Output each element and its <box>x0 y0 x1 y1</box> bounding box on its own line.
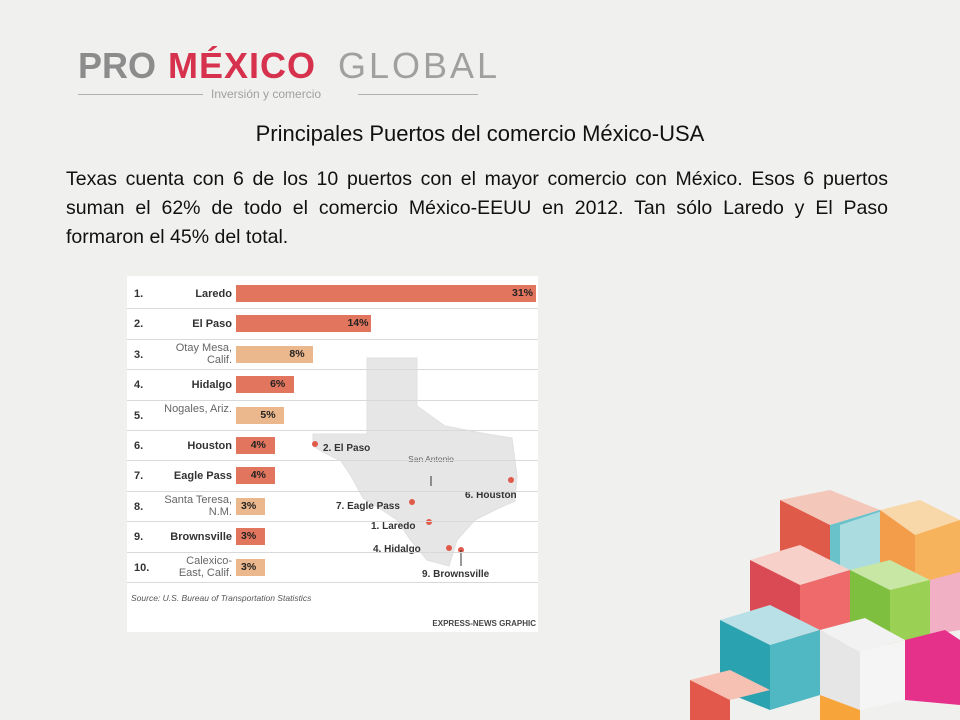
port-bar <box>236 528 266 546</box>
row-divider <box>127 369 538 371</box>
port-name: Otay Mesa, Calif. <box>175 341 232 366</box>
port-value-label: 3% <box>241 560 257 573</box>
texas-shape <box>312 357 518 567</box>
row-divider <box>127 460 538 462</box>
row-divider <box>127 399 538 401</box>
port-rank: 10. <box>134 561 150 574</box>
port-value-label: 8% <box>289 347 305 360</box>
logo-tagline: Inversión y comercio <box>211 87 322 101</box>
row-divider <box>127 430 538 431</box>
port-name: Hidalgo <box>191 379 232 392</box>
port-bar <box>236 467 275 485</box>
ports-infographic: 2. El Paso San Antonio 6. Houston 7. Eag… <box>127 276 538 632</box>
port-value-label: 4% <box>250 469 266 482</box>
port-name: Eagle Pass <box>173 470 232 483</box>
map-label-hidalgo: 4. Hidalgo <box>373 544 421 555</box>
row-divider <box>127 551 538 553</box>
port-name: Santa Teresa, N.M. <box>164 493 232 518</box>
port-rank: 2. <box>134 318 144 331</box>
houston-marker <box>508 477 514 483</box>
port-name: Brownsville <box>170 531 232 544</box>
port-rank: 5. <box>134 409 144 422</box>
port-name: Calexico-East, Calif. <box>178 554 232 579</box>
chart-credit: EXPRESS-NEWS GRAPHIC <box>432 619 536 628</box>
map-label-san-antonio: San Antonio <box>408 454 454 464</box>
port-bar <box>236 376 295 394</box>
logo-word-mexico: MÉXICO <box>168 45 317 86</box>
texas-map: 2. El Paso San Antonio 6. Houston 7. Eag… <box>312 357 518 580</box>
port-bar <box>236 558 266 576</box>
map-label-houston: 6. Houston <box>465 490 517 501</box>
port-bar <box>236 345 314 363</box>
row-divider <box>127 308 538 310</box>
port-bar <box>236 285 536 302</box>
port-rank: 9. <box>134 531 144 544</box>
port-rank: 1. <box>134 288 144 300</box>
el-paso-marker <box>312 441 318 447</box>
row-divider <box>127 490 538 492</box>
port-rank: 6. <box>134 440 144 452</box>
logo-word-pro: PRO <box>78 45 157 86</box>
slide-description: Texas cuenta con 6 de los 10 puertos con… <box>66 168 888 248</box>
port-value-label: 3% <box>241 499 257 512</box>
eagle-pass-marker <box>409 499 415 505</box>
row-divider <box>127 521 538 523</box>
port-value-label: 3% <box>241 530 257 543</box>
port-bar <box>236 497 266 515</box>
hidalgo-marker <box>446 545 452 551</box>
promexico-logo: PRO MÉXICO GLOBAL Inversión y comercio <box>78 42 497 102</box>
port-name: El Paso <box>192 318 232 331</box>
containers-decoration <box>690 490 960 720</box>
port-rank: 3. <box>134 348 144 361</box>
port-bar <box>236 406 285 424</box>
port-rank: 7. <box>134 470 144 483</box>
chart-source: Source: U.S. Bureau of Transportation St… <box>131 593 312 603</box>
row-divider <box>127 582 538 583</box>
logo-divider-right <box>358 94 478 95</box>
map-label-laredo: 1. Laredo <box>371 521 415 532</box>
logo-divider-left <box>78 94 203 95</box>
port-bar <box>236 315 372 333</box>
port-value-label: 5% <box>260 408 276 421</box>
port-rank: 4. <box>134 379 144 392</box>
port-rank: 8. <box>134 500 144 513</box>
port-name: Houston <box>187 440 232 452</box>
port-value-label: 6% <box>270 378 286 391</box>
row-divider <box>127 338 538 340</box>
port-value-label: 14% <box>347 317 369 330</box>
map-label-brownsville: 9. Brownsville <box>422 569 490 580</box>
port-value-label: 31% <box>512 287 534 299</box>
port-name: Laredo <box>195 288 232 300</box>
map-label-eagle-pass: 7. Eagle Pass <box>336 501 400 512</box>
port-name: Nogales, Ariz. <box>164 402 232 415</box>
logo-word-global: GLOBAL <box>338 45 501 86</box>
slide-title: Principales Puertos del comercio México-… <box>255 121 705 146</box>
port-value-label: 4% <box>250 439 266 451</box>
map-label-el-paso: 2. El Paso <box>323 443 370 454</box>
port-bar <box>236 437 275 454</box>
